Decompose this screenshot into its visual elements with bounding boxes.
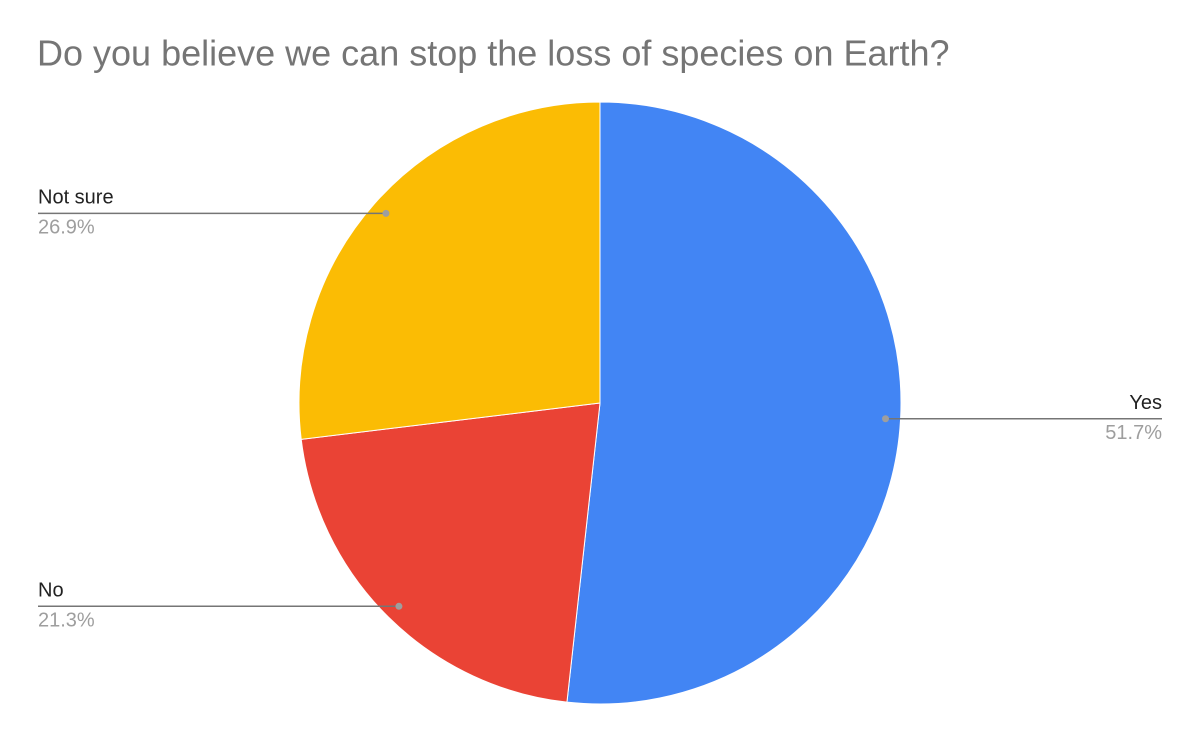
slice-value-label: 26.9% [38,217,95,239]
leader-dot [882,415,890,423]
slice-label: Not sure [38,187,114,209]
leader-dot [395,602,403,610]
slice-value-label: 51.7% [1105,422,1162,444]
pie-slice [300,402,601,703]
pie-slice [298,101,601,440]
pie-slice [566,101,902,705]
slice-value-label: 21.3% [38,610,95,632]
chart-title: Do you believe we can stop the loss of s… [37,33,950,74]
slice-label: No [38,580,64,602]
leader-dot [382,209,390,217]
slice-label: Yes [1129,392,1162,414]
